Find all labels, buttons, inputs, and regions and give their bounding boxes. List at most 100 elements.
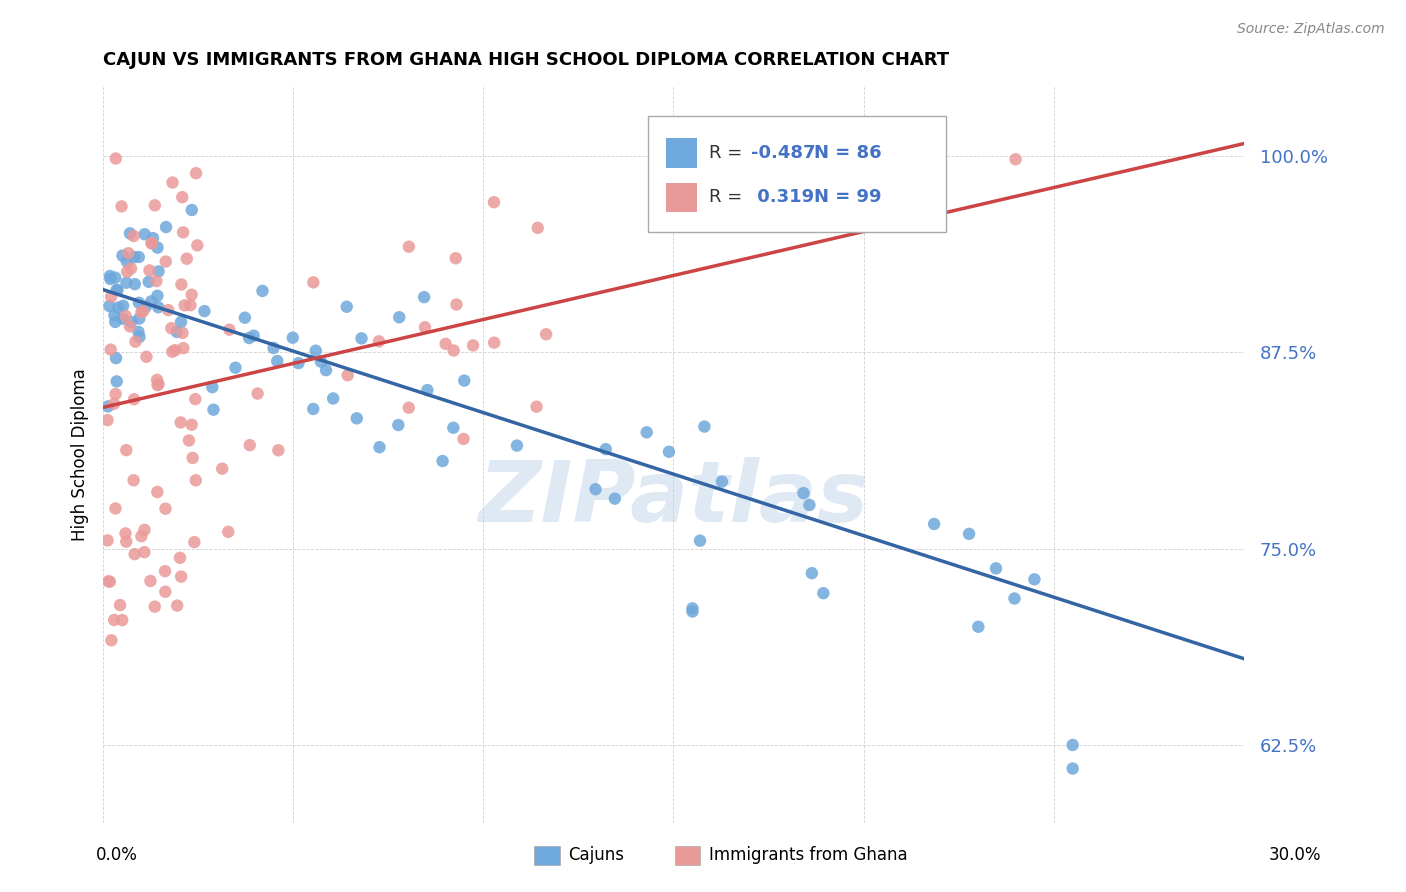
Point <box>148 264 170 278</box>
Point <box>434 336 457 351</box>
Text: R =: R = <box>709 188 748 206</box>
Point <box>111 249 134 263</box>
Point <box>107 301 129 315</box>
Point <box>142 231 165 245</box>
Point <box>211 461 233 475</box>
Point <box>146 485 169 500</box>
Point <box>957 527 980 541</box>
Point <box>482 335 505 350</box>
Point <box>134 227 156 242</box>
Text: Cajuns: Cajuns <box>568 847 624 864</box>
Point <box>148 377 170 392</box>
Point <box>336 300 359 314</box>
Point <box>967 620 990 634</box>
Point <box>263 341 285 355</box>
Point <box>135 350 157 364</box>
Point <box>1062 738 1084 752</box>
Point <box>166 325 188 339</box>
Y-axis label: High School Diploma: High School Diploma <box>72 368 89 541</box>
Point <box>100 633 122 648</box>
Point <box>416 383 439 397</box>
Point <box>693 419 716 434</box>
Point <box>131 529 153 543</box>
Point <box>368 334 391 349</box>
Point <box>104 387 127 401</box>
Point <box>179 298 201 312</box>
Point <box>217 524 239 539</box>
Point <box>172 190 194 204</box>
Point <box>98 574 121 589</box>
Point <box>252 284 274 298</box>
Point <box>139 574 162 588</box>
Point <box>105 375 128 389</box>
Point <box>172 341 194 355</box>
Point <box>124 277 146 292</box>
Point <box>135 300 157 314</box>
Point <box>134 523 156 537</box>
Point <box>173 298 195 312</box>
Point <box>104 152 127 166</box>
Point <box>388 310 411 325</box>
Point <box>148 300 170 314</box>
Point <box>444 252 467 266</box>
Point <box>104 501 127 516</box>
Point <box>453 432 475 446</box>
Point <box>98 299 121 313</box>
Point <box>1004 591 1026 606</box>
Point <box>115 254 138 268</box>
Point <box>239 438 262 452</box>
Point <box>461 338 484 352</box>
Point <box>242 328 264 343</box>
Point <box>122 229 145 244</box>
Point <box>138 263 160 277</box>
Text: N = 99: N = 99 <box>814 188 882 206</box>
Point <box>170 315 193 329</box>
Point <box>104 270 127 285</box>
Point <box>266 354 288 368</box>
Point <box>97 574 120 589</box>
Point <box>800 566 823 581</box>
Point <box>710 475 733 489</box>
Point <box>681 601 703 615</box>
Point <box>181 450 204 465</box>
Point <box>387 418 409 433</box>
Point <box>322 392 344 406</box>
Point <box>111 613 134 627</box>
Point <box>180 202 202 217</box>
Point <box>105 283 128 297</box>
Point <box>117 246 139 260</box>
Text: Immigrants from Ghana: Immigrants from Ghana <box>709 847 907 864</box>
Point <box>128 295 150 310</box>
Point <box>110 199 132 213</box>
Point <box>111 311 134 326</box>
Point <box>368 440 391 454</box>
Point <box>1062 762 1084 776</box>
Point <box>104 315 127 329</box>
Point <box>398 240 420 254</box>
Point <box>305 343 328 358</box>
Text: 0.0%: 0.0% <box>96 847 138 864</box>
Point <box>689 533 711 548</box>
Point <box>107 283 129 297</box>
Point <box>443 343 465 358</box>
Point <box>166 599 188 613</box>
Point <box>526 400 548 414</box>
Point <box>302 401 325 416</box>
Point <box>603 491 626 506</box>
Point <box>398 401 420 415</box>
Point <box>681 605 703 619</box>
Point <box>441 421 464 435</box>
Point <box>1024 572 1046 586</box>
Point <box>238 331 260 345</box>
Point <box>413 320 436 334</box>
Point <box>103 397 125 411</box>
Point <box>346 411 368 425</box>
Point <box>170 277 193 292</box>
Point <box>176 252 198 266</box>
Point <box>453 374 475 388</box>
Point <box>115 443 138 458</box>
Point <box>134 545 156 559</box>
Point <box>120 315 142 329</box>
Point <box>138 275 160 289</box>
Point <box>128 250 150 264</box>
